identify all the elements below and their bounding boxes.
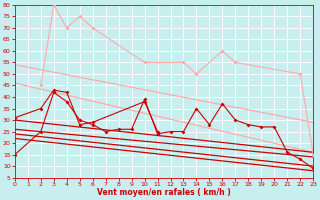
X-axis label: Vent moyen/en rafales ( km/h ): Vent moyen/en rafales ( km/h ) [97,188,231,197]
